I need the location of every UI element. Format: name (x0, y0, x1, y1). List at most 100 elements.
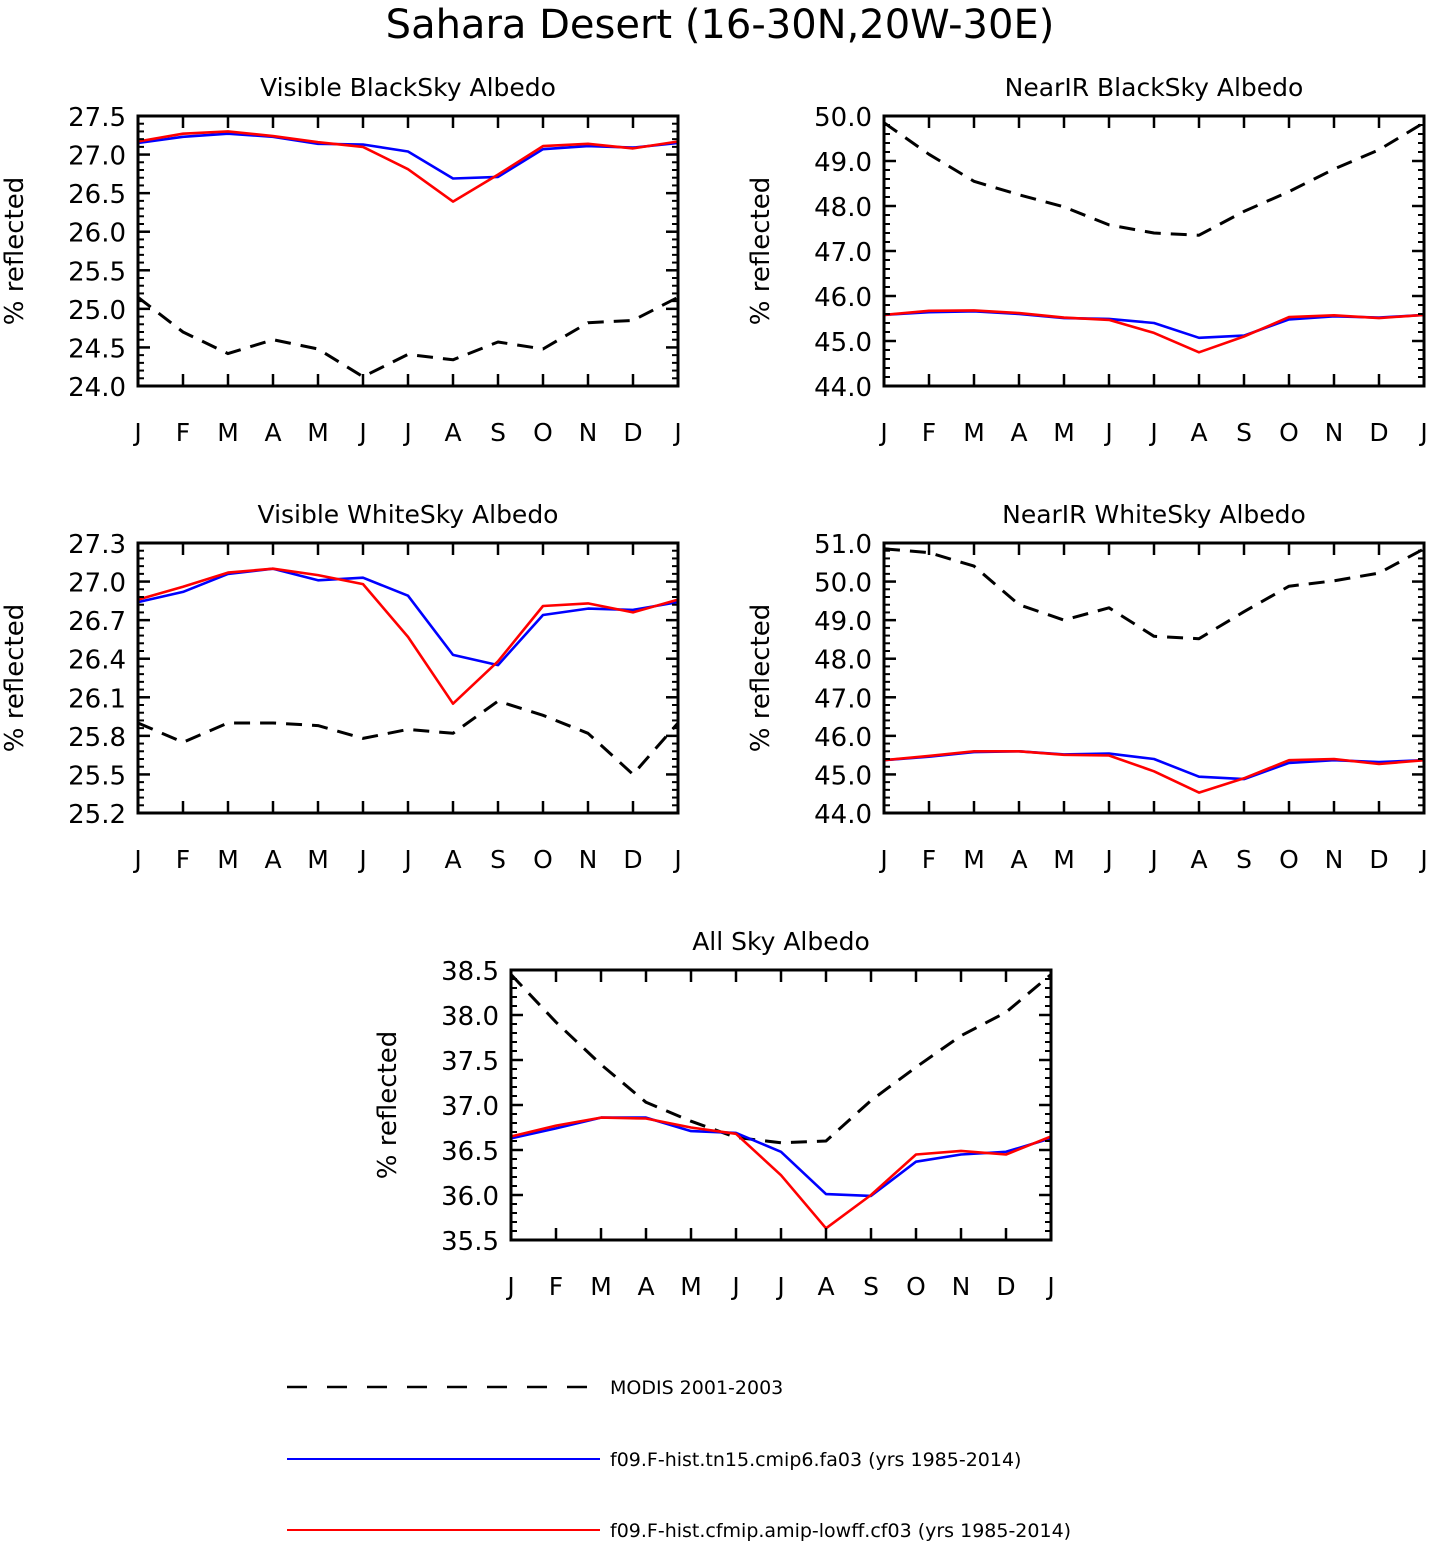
chart-title: NearIR WhiteSky Albedo (1002, 500, 1306, 529)
x-tick-label: J (1148, 418, 1157, 447)
x-tick-label: N (1325, 845, 1344, 874)
x-tick-label: A (264, 845, 281, 874)
x-tick-label: S (1236, 845, 1252, 874)
y-tick-label: 25.8 (68, 723, 126, 753)
x-tick-label: M (1053, 418, 1075, 447)
y-axis-label: % reflected (0, 177, 30, 325)
y-tick-label: 51.0 (814, 530, 872, 560)
x-tick-label: S (863, 1272, 879, 1301)
series-line (509, 973, 1052, 1145)
y-tick-label: 37.0 (441, 1092, 499, 1122)
legend: MODIS 2001-2003 f09.F-hist.tn15.cmip6.fa0… (287, 1377, 1071, 1542)
y-tick-label: 49.0 (814, 607, 872, 637)
y-tick-label: 37.5 (441, 1047, 499, 1077)
y-tick-label: 45.0 (814, 761, 872, 791)
x-tick-label: A (637, 1272, 654, 1301)
x-tick-label: J (878, 845, 887, 874)
series-line (883, 309, 1425, 354)
x-tick-label: N (579, 845, 598, 874)
x-tick-label: J (672, 418, 681, 447)
x-tick-label: A (1010, 418, 1027, 447)
legend-label: f09.F-hist.cfmip.amip-lowff.cf03 (yrs 19… (610, 1520, 1071, 1542)
x-tick-label: J (775, 1272, 784, 1301)
y-tick-label: 50.0 (814, 103, 872, 133)
chart-title: All Sky Albedo (692, 927, 870, 956)
y-tick-label: 48.0 (814, 646, 872, 676)
x-tick-label: F (549, 1272, 563, 1301)
y-tick-label: 26.7 (68, 607, 126, 637)
x-tick-label: J (878, 418, 887, 447)
legend-entry: f09.F-hist.cfmip.amip-lowff.cf03 (yrs 19… (287, 1520, 1071, 1542)
plot-frame (136, 541, 680, 815)
series-line (137, 699, 680, 776)
x-tick-label: J (505, 1272, 514, 1301)
y-tick-label: 26.1 (68, 684, 126, 714)
y-tick-label: 27.3 (68, 530, 126, 560)
x-tick-label: J (1103, 418, 1112, 447)
chart-title: NearIR BlackSky Albedo (1005, 73, 1304, 102)
y-tick-label: 25.5 (68, 257, 126, 287)
x-tick-label: M (307, 418, 329, 447)
legend-entry: f09.F-hist.tn15.cmip6.fa03 (yrs 1985-201… (287, 1449, 1021, 1471)
series-line (137, 567, 679, 667)
x-tick-label: J (730, 1272, 739, 1301)
y-tick-label: 25.5 (68, 761, 126, 791)
y-axis-label: % reflected (373, 1031, 403, 1179)
x-tick-label: D (996, 1272, 1015, 1301)
y-tick-label: 35.5 (441, 1227, 499, 1257)
x-tick-label: N (1325, 418, 1344, 447)
x-tick-label: J (402, 418, 411, 447)
y-tick-label: 46.0 (814, 283, 872, 313)
x-tick-label: J (1418, 845, 1427, 874)
series-line (883, 749, 1425, 794)
series-line (883, 749, 1425, 781)
x-tick-label: D (1369, 418, 1388, 447)
y-tick-label: 47.0 (814, 684, 872, 714)
series-line (883, 121, 1425, 237)
legend-label: MODIS 2001-2003 (610, 1377, 783, 1399)
series-line (137, 130, 679, 203)
x-tick-label: J (132, 418, 141, 447)
x-tick-label: F (922, 845, 936, 874)
y-tick-label: 47.0 (814, 238, 872, 268)
x-tick-label: A (1190, 418, 1207, 447)
y-tick-label: 24.5 (68, 334, 126, 364)
series-line (137, 295, 679, 379)
y-axis-label: % reflected (0, 604, 30, 752)
series-line (137, 132, 679, 180)
y-tick-label: 26.0 (68, 219, 126, 249)
x-tick-label: J (357, 845, 366, 874)
legend-entry: MODIS 2001-2003 (287, 1377, 783, 1399)
x-tick-label: S (490, 418, 506, 447)
figure-title: Sahara Desert (16-30N,20W-30E) (386, 2, 1055, 48)
x-tick-label: M (963, 845, 985, 874)
x-tick-label: M (590, 1272, 612, 1301)
x-tick-label: F (176, 418, 190, 447)
x-tick-label: D (623, 845, 642, 874)
x-tick-label: O (533, 418, 553, 447)
x-tick-label: M (1053, 845, 1075, 874)
x-tick-label: O (1279, 418, 1299, 447)
y-tick-label: 26.4 (68, 646, 126, 676)
chart-title: Visible BlackSky Albedo (260, 73, 556, 102)
x-tick-label: N (579, 418, 598, 447)
x-tick-label: J (1045, 1272, 1054, 1301)
plot-frame (509, 968, 1053, 1242)
x-tick-label: A (264, 418, 281, 447)
y-tick-label: 27.0 (68, 142, 126, 172)
y-tick-label: 44.0 (814, 800, 872, 830)
x-tick-label: A (1010, 845, 1027, 874)
x-tick-label: A (817, 1272, 834, 1301)
x-tick-label: N (952, 1272, 971, 1301)
x-tick-label: D (1369, 845, 1388, 874)
x-tick-label: J (1418, 418, 1427, 447)
y-tick-label: 36.5 (441, 1137, 499, 1167)
y-tick-label: 46.0 (814, 723, 872, 753)
y-tick-label: 24.0 (68, 373, 126, 403)
series-line (510, 1116, 1052, 1198)
x-tick-label: J (672, 845, 681, 874)
y-tick-label: 27.0 (68, 569, 126, 599)
